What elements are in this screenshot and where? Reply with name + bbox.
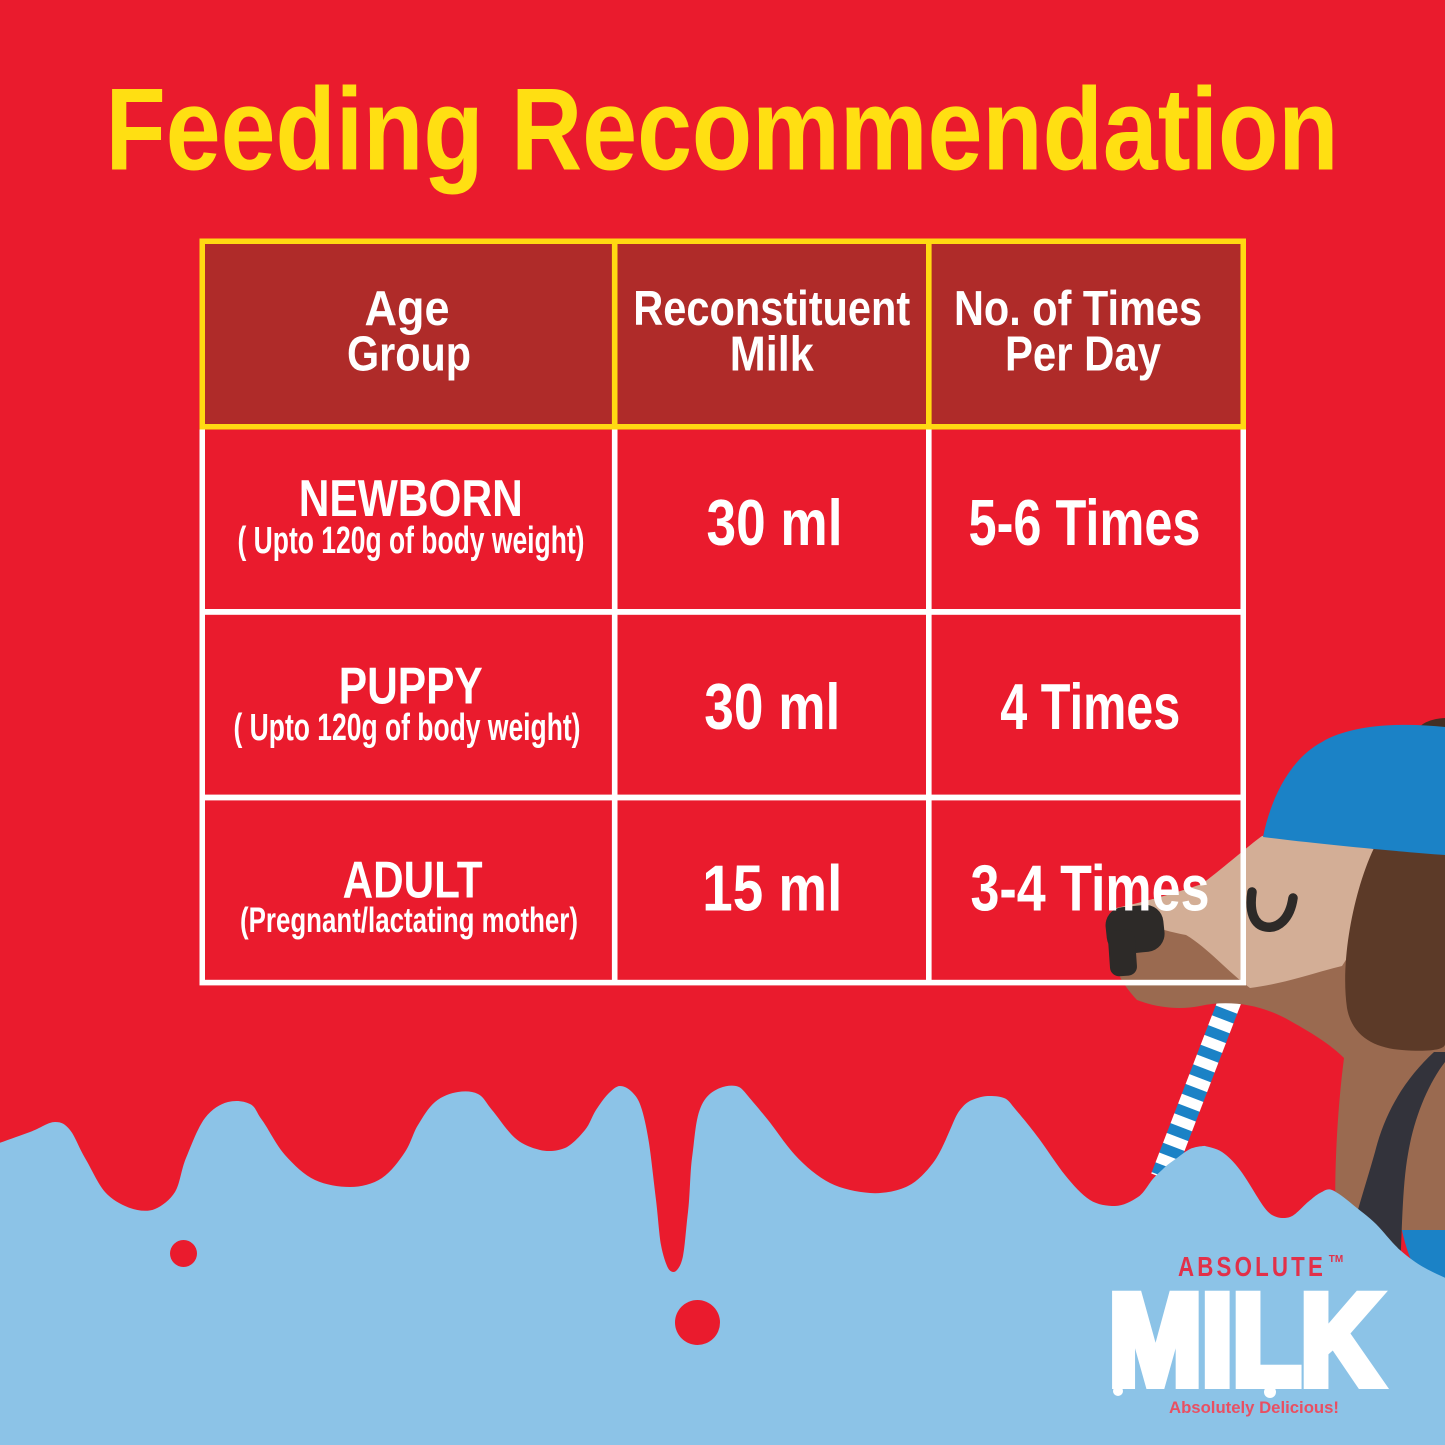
svg-text:Reconstituent: Reconstituent	[633, 281, 910, 336]
svg-text:ADULT: ADULT	[343, 852, 483, 910]
svg-text:Feeding Recommendation: Feeding Recommendation	[106, 64, 1339, 195]
svg-text:Age: Age	[365, 281, 450, 336]
svg-text:(Pregnant/lactating mother): (Pregnant/lactating mother)	[240, 901, 578, 940]
svg-text:3-4 Times: 3-4 Times	[971, 852, 1210, 925]
svg-text:15 ml: 15 ml	[702, 852, 842, 925]
svg-text:Milk: Milk	[730, 327, 815, 382]
svg-text:No. of Times: No. of Times	[954, 281, 1202, 336]
svg-text:TM: TM	[1329, 1254, 1343, 1265]
svg-text:5-6 Times: 5-6 Times	[969, 486, 1201, 559]
svg-text:MILK: MILK	[1109, 1269, 1381, 1412]
svg-text:30 ml: 30 ml	[707, 486, 843, 559]
svg-text:Per Day: Per Day	[1005, 327, 1161, 382]
svg-text:NEWBORN: NEWBORN	[299, 470, 523, 528]
svg-text:PUPPY: PUPPY	[339, 658, 483, 716]
svg-text:30 ml: 30 ml	[704, 670, 840, 743]
svg-text:ABSOLUTE: ABSOLUTE	[1178, 1251, 1326, 1282]
svg-text:( Upto 120g of body weight): ( Upto 120g of body weight)	[234, 706, 581, 748]
svg-text:( Upto 120g of body weight): ( Upto 120g of body weight)	[238, 519, 585, 561]
svg-text:Group: Group	[347, 327, 471, 382]
svg-text:4 Times: 4 Times	[1000, 670, 1180, 743]
svg-text:Absolutely Delicious!: Absolutely Delicious!	[1169, 1398, 1339, 1417]
